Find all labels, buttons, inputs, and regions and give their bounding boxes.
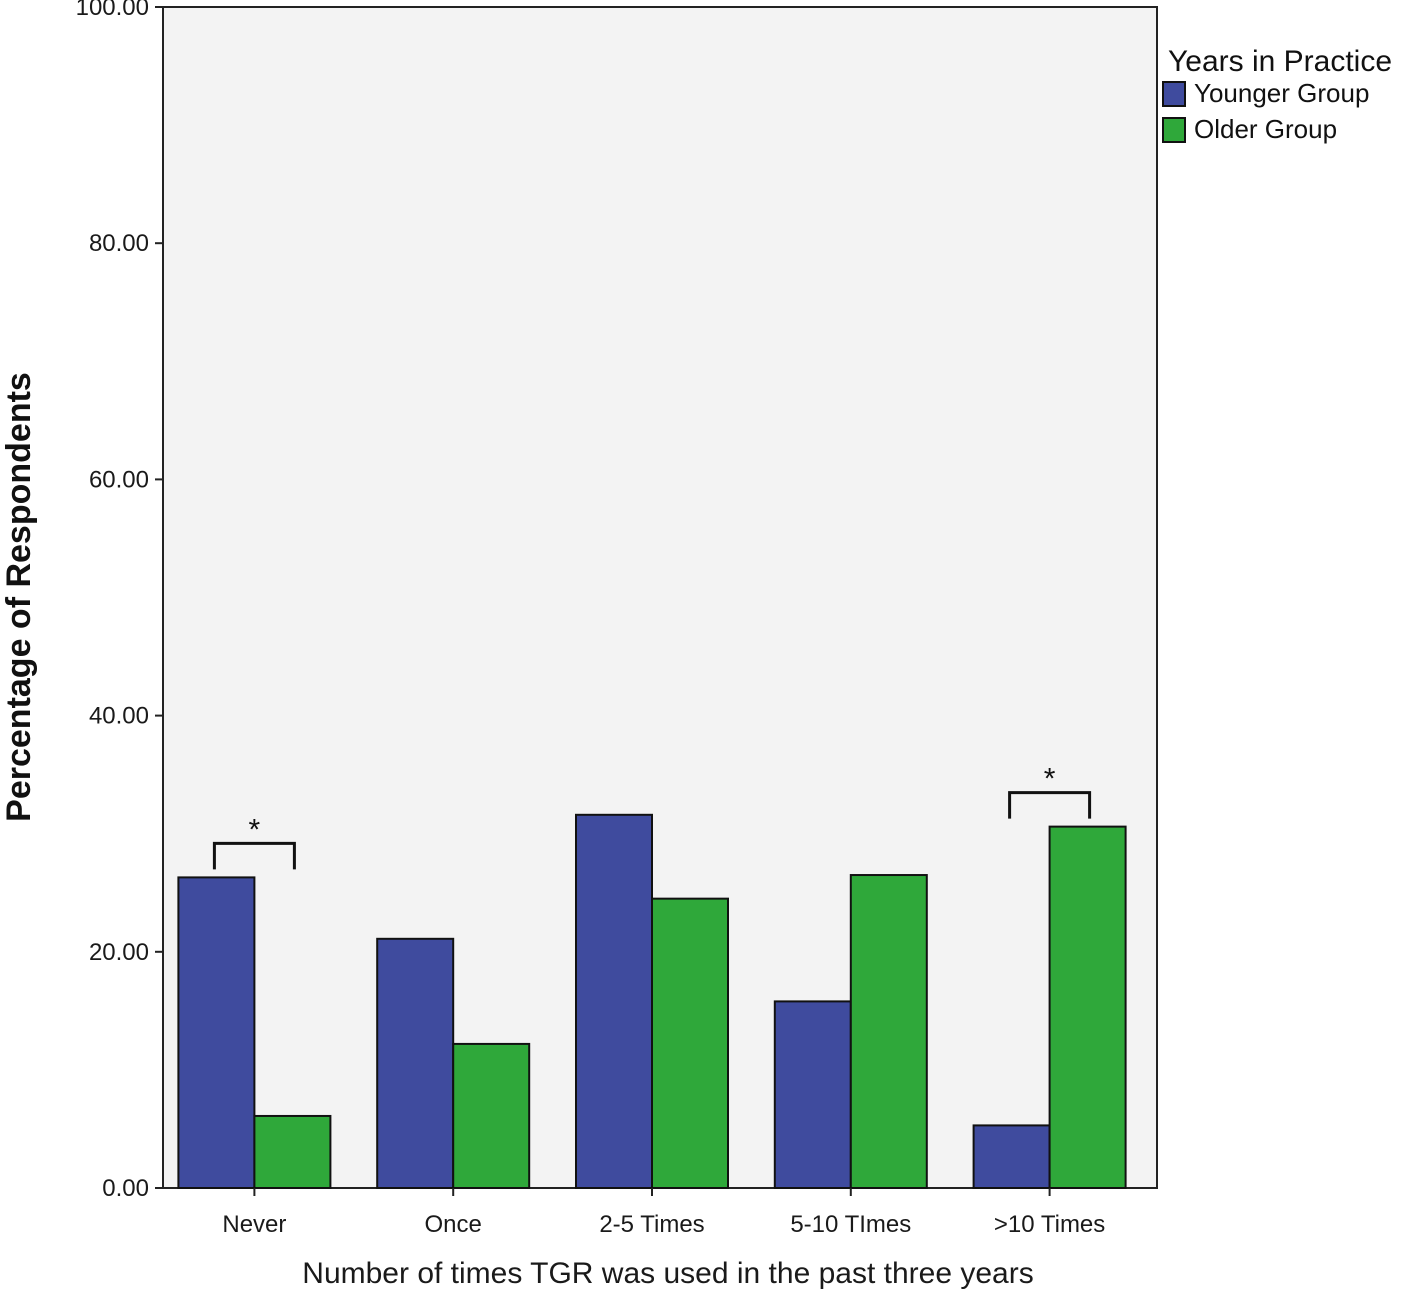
x-tick-label: Once	[425, 1211, 482, 1238]
y-tick-label: 20.00	[89, 939, 149, 966]
legend-swatch	[1162, 117, 1186, 143]
bar-older-group	[253, 1114, 332, 1189]
bar-older-group	[849, 874, 928, 1189]
y-axis: 0.00 20.00 40.00 60.00 80.00 100.00	[76, 0, 163, 1202]
bar-younger-group	[972, 1124, 1051, 1189]
bar-younger-group	[575, 813, 653, 1190]
bar-younger-group	[773, 1000, 852, 1189]
x-axis: Never Once 2-5 Times 5-10 TImes >10 Times	[222, 1188, 1105, 1238]
y-tick-label: 80.00	[89, 230, 149, 257]
y-axis-title: Percentage of Respondents	[0, 372, 38, 822]
y-tick-label: 60.00	[89, 466, 149, 493]
x-tick-label: 2-5 Times	[599, 1211, 704, 1238]
bar-older-group	[651, 897, 729, 1190]
bar-older-group	[1048, 825, 1127, 1189]
y-tick-label: 100.00	[76, 0, 149, 21]
legend-swatch	[1162, 81, 1186, 107]
significance-annotations: **	[212, 763, 1092, 870]
bar-younger-group	[376, 937, 455, 1190]
bar-younger-group	[177, 876, 256, 1189]
y-tick-label: 0.00	[102, 1175, 149, 1202]
x-tick-label: Never	[222, 1211, 286, 1238]
legend-label: Younger Group	[1194, 78, 1369, 108]
bar-older-group	[452, 1042, 531, 1189]
x-tick-label: 5-10 TImes	[790, 1211, 911, 1238]
bars-group	[177, 813, 1127, 1190]
legend: Years in Practice Younger Group Older Gro…	[1162, 45, 1392, 144]
x-axis-title: Number of times TGR was used in the past…	[302, 1257, 1033, 1290]
legend-items: Younger Group Older Group	[1162, 78, 1369, 144]
significance-bracket	[1008, 791, 1092, 819]
significance-star: *	[249, 813, 261, 846]
significance-star: *	[1044, 763, 1056, 796]
x-tick-label: >10 Times	[994, 1211, 1105, 1238]
y-tick-label: 40.00	[89, 703, 149, 730]
legend-label: Older Group	[1194, 114, 1337, 144]
significance-bracket	[212, 841, 296, 870]
legend-title: Years in Practice	[1168, 45, 1392, 78]
